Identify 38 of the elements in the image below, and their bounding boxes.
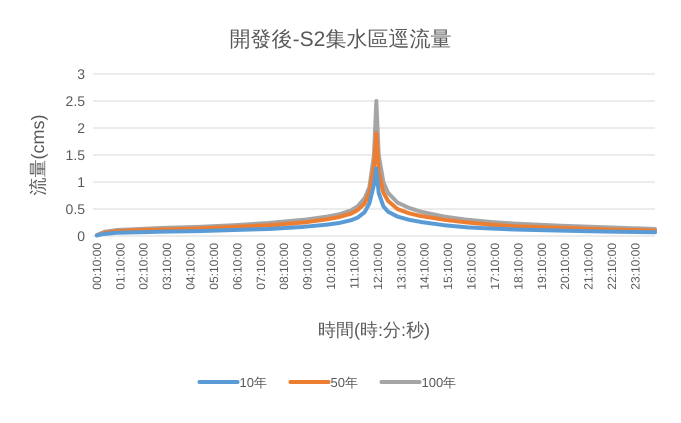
x-tick-label: 11:10:00 [347,242,362,289]
x-tick-label: 05:10:00 [206,242,221,290]
legend-label: 100年 [422,375,456,390]
y-tick-label: 0.5 [66,201,86,217]
x-tick-label: 17:10:00 [488,242,502,290]
y-tick-label: 0 [77,228,86,244]
x-tick-label: 03:10:00 [160,242,174,290]
line-series [94,166,657,238]
x-tick-label: 23:10:00 [628,242,642,290]
x-tick-label: 10:10:00 [324,242,338,290]
x-axis-title: 時間(時:分:秒) [318,320,430,340]
x-tick-label: 02:10:00 [136,242,151,290]
y-tick-label: 1.5 [66,147,86,163]
legend-label: 10年 [240,375,267,390]
y-tick-label: 1 [77,174,86,190]
x-tick-label: 08:10:00 [277,242,292,290]
x-tick-label: 09:10:00 [300,242,315,290]
x-tick-label: 01:10:00 [113,242,128,290]
x-tick-label: 07:10:00 [254,242,268,290]
x-tick-label: 19:10:00 [534,242,549,290]
y-tick-label: 3 [77,66,86,82]
y-tick-label: 2 [77,120,86,136]
x-tick-label: 21:10:00 [582,242,596,290]
chart-title: 開發後-S2集水區逕流量 [230,28,452,51]
x-tick-label: 22:10:00 [605,242,620,290]
x-tick-label: 16:10:00 [464,242,479,290]
x-tick-label: 00:10:00 [90,242,104,290]
y-axis-title: 流量(cms) [28,114,48,196]
x-tick-label: 06:10:00 [230,242,244,290]
y-tick-label: 2.5 [66,93,86,109]
x-tick-label: 14:10:00 [418,242,432,290]
x-tick-label: 15:10:00 [441,242,456,290]
legend-label: 50年 [330,375,358,390]
x-tick-label: 13:10:00 [394,242,408,290]
x-tick-label: 12:10:00 [370,242,385,290]
x-tick-label: 18:10:00 [511,242,526,290]
x-tick-label: 20:10:00 [558,242,572,290]
x-tick-label: 04:10:00 [184,242,198,290]
